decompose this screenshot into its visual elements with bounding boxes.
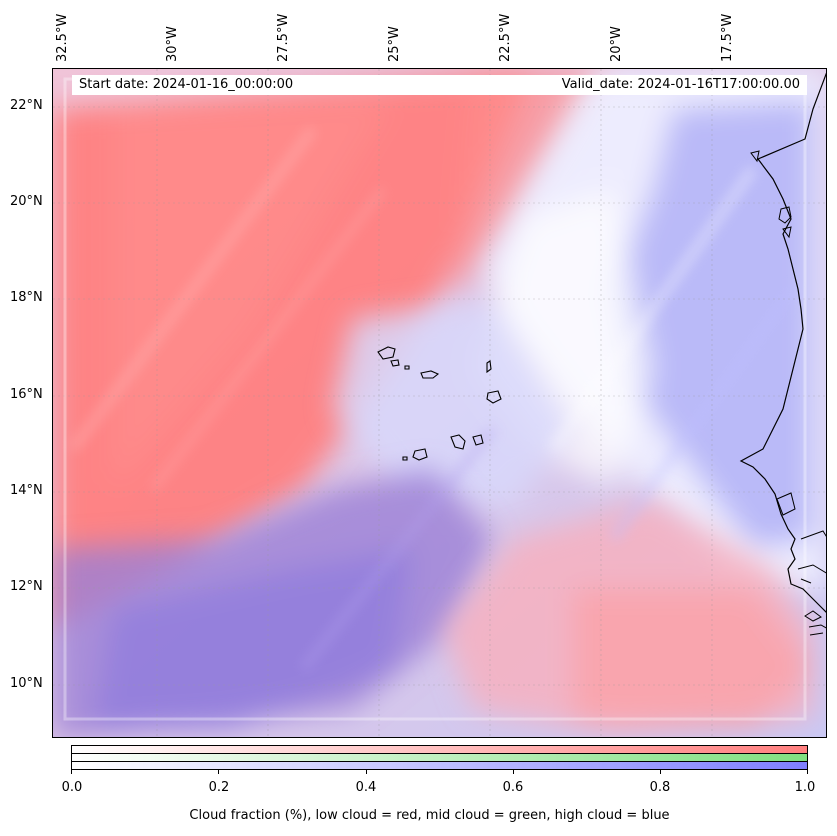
african-coastline-detail bbox=[776, 492, 826, 636]
colorbar-tickmark bbox=[807, 770, 808, 774]
low-cloud-band bbox=[53, 69, 613, 629]
lat-label-14n: 14°N bbox=[10, 483, 43, 498]
colorbar-tick-1-0: 1.0 bbox=[794, 780, 816, 795]
valid-date-label: Valid_date: 2024-01-16T17:00:00.00 bbox=[493, 75, 807, 95]
lon-label-25w: 25°W bbox=[387, 26, 402, 62]
colorbar-tick-0-2: 0.2 bbox=[208, 780, 230, 795]
graticule bbox=[53, 69, 826, 737]
colorbar-tickmark bbox=[513, 770, 514, 774]
colorbar-tick-0-4: 0.4 bbox=[355, 780, 377, 795]
colorbar-tickmark bbox=[218, 770, 219, 774]
lon-label-32-5w: 32.5°W bbox=[55, 13, 70, 62]
colorbar-tickmark bbox=[366, 770, 367, 774]
colorbar-tickmark bbox=[660, 770, 661, 774]
colorbar-low-cloud bbox=[72, 746, 807, 753]
lon-label-30w: 30°W bbox=[165, 26, 180, 62]
colorbar-tick-0-6: 0.6 bbox=[502, 780, 524, 795]
colorbar bbox=[71, 745, 808, 770]
colorbar-divider-2 bbox=[72, 761, 807, 762]
colorbar-tick-0: 0.0 bbox=[61, 780, 83, 795]
lon-label-22-5w: 22.5°W bbox=[498, 13, 513, 62]
lat-label-10n: 10°N bbox=[10, 676, 43, 691]
start-date-label: Start date: 2024-01-16_00:00:00 bbox=[72, 75, 546, 95]
colorbar-high-cloud bbox=[72, 762, 807, 769]
lon-label-27-5w: 27.5°W bbox=[276, 13, 291, 62]
coastline-islands-north bbox=[750, 150, 792, 239]
lat-label-12n: 12°N bbox=[10, 579, 43, 594]
lon-label-20w: 20°W bbox=[609, 26, 624, 62]
cape-verde-islands bbox=[377, 346, 502, 461]
lat-label-22n: 22°N bbox=[10, 98, 43, 113]
colorbar-mid-cloud bbox=[72, 754, 807, 761]
african-coastline bbox=[739, 72, 826, 613]
overlap-cloud-southwest bbox=[53, 469, 493, 737]
low-cloud-southeast bbox=[443, 499, 813, 734]
colorbar-caption: Cloud fraction (%), low cloud = red, mid… bbox=[189, 808, 670, 823]
map-canvas bbox=[53, 69, 826, 737]
colorbar-tickmark bbox=[71, 770, 72, 774]
cloud-fraction-map: Start date: 2024-01-16_00:00:00 Valid_da… bbox=[52, 68, 827, 738]
lat-label-18n: 18°N bbox=[10, 290, 43, 305]
lon-label-17-5w: 17.5°W bbox=[720, 13, 735, 62]
lat-label-16n: 16°N bbox=[10, 387, 43, 402]
colorbar-divider-1 bbox=[72, 753, 807, 754]
high-cloud-east bbox=[333, 69, 826, 589]
lat-label-20n: 20°N bbox=[10, 194, 43, 209]
colorbar-tick-0-8: 0.8 bbox=[649, 780, 671, 795]
